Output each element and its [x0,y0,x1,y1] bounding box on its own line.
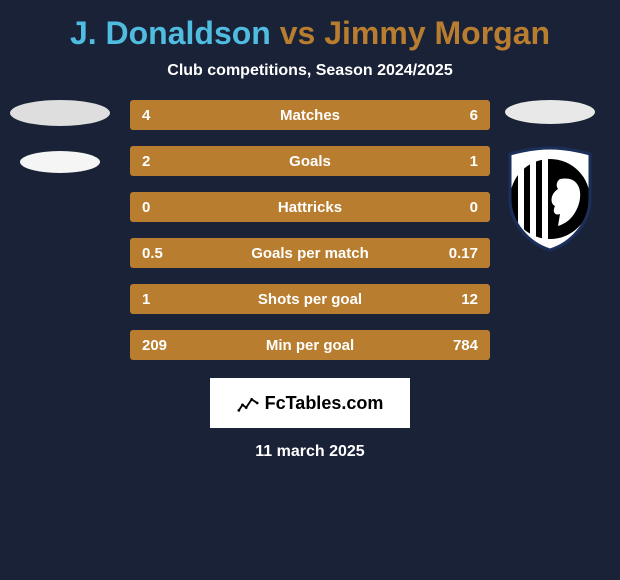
player1-badge-placeholder-2 [20,151,100,173]
player2-badge-placeholder [505,100,595,124]
stat-label: Shots per goal [192,291,428,308]
stat-right-value: 6 [428,107,478,124]
player1-badge-placeholder-1 [10,100,110,126]
stat-right-value: 784 [428,337,478,354]
stat-label: Matches [192,107,428,124]
stat-right-value: 0 [428,199,478,216]
stat-row: 209Min per goal784 [130,330,490,360]
date-text: 11 march 2025 [0,443,620,461]
content-area: 4Matches62Goals10Hattricks00.5Goals per … [0,100,620,461]
stats-table: 4Matches62Goals10Hattricks00.5Goals per … [130,100,490,360]
stat-right-value: 0.17 [428,245,478,262]
club-crest-icon [500,144,600,252]
stat-left-value: 0.5 [142,245,192,262]
fctables-logo: FcTables.com [210,378,410,428]
stat-left-value: 209 [142,337,192,354]
comparison-title: J. Donaldson vs Jimmy Morgan [0,15,620,52]
stat-row: 1Shots per goal12 [130,284,490,314]
stat-left-value: 0 [142,199,192,216]
stat-row: 0Hattricks0 [130,192,490,222]
stat-right-value: 12 [428,291,478,308]
stat-label: Goals [192,153,428,170]
player2-name: Jimmy Morgan [324,15,550,51]
stat-label: Min per goal [192,337,428,354]
stat-label: Goals per match [192,245,428,262]
vs-text: vs [280,15,316,51]
chart-icon [237,392,259,414]
stat-row: 4Matches6 [130,100,490,130]
stat-row: 2Goals1 [130,146,490,176]
left-column [10,100,110,173]
stat-left-value: 4 [142,107,192,124]
right-column [500,100,600,252]
stat-row: 0.5Goals per match0.17 [130,238,490,268]
player1-name: J. Donaldson [70,15,271,51]
logo-text: FcTables.com [265,393,384,414]
stat-label: Hattricks [192,199,428,216]
subtitle: Club competitions, Season 2024/2025 [0,62,620,80]
stat-left-value: 2 [142,153,192,170]
stat-left-value: 1 [142,291,192,308]
comparison-card: J. Donaldson vs Jimmy Morgan Club compet… [0,0,620,471]
stat-right-value: 1 [428,153,478,170]
